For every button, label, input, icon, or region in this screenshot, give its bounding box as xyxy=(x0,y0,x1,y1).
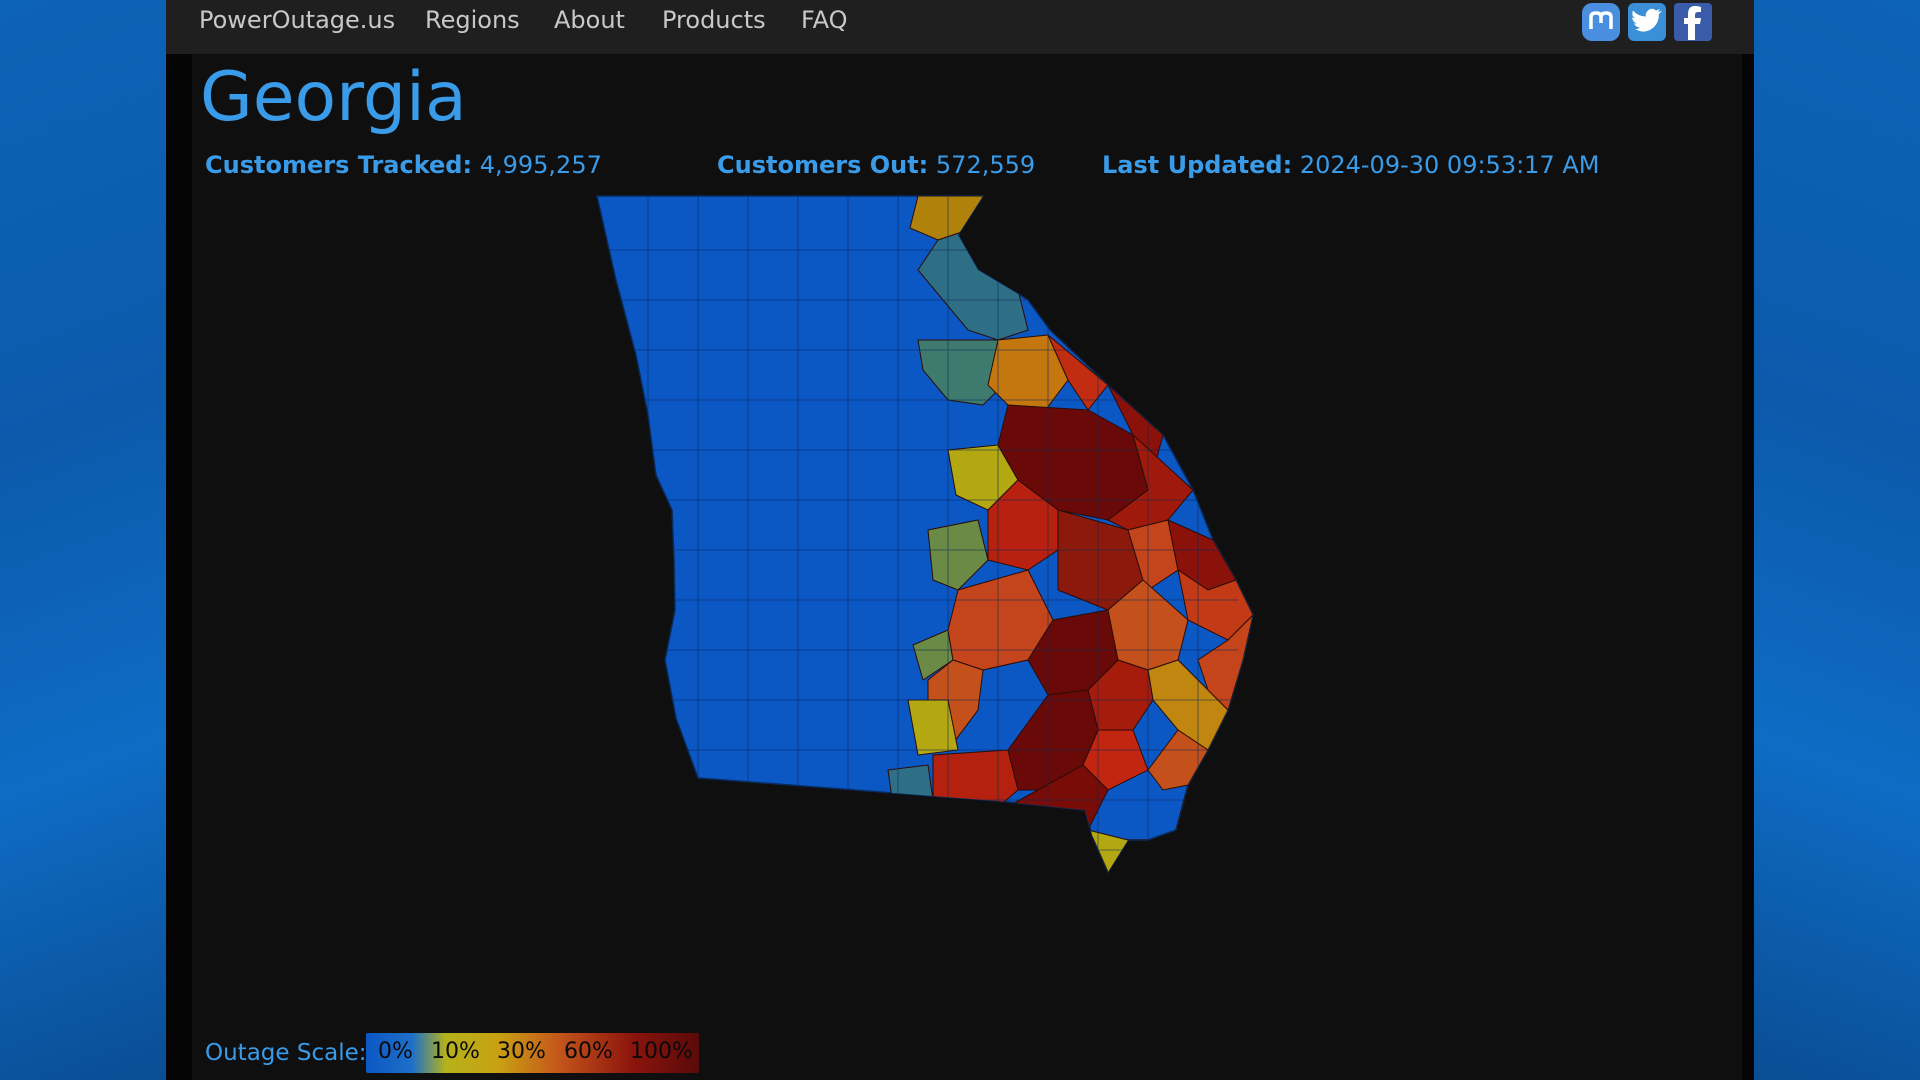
stat-updated-value: 2024-09-30 09:53:17 AM xyxy=(1299,151,1600,179)
stat-tracked-label: Customers Tracked: xyxy=(205,151,473,179)
stat-out: Customers Out: 572,559 xyxy=(717,151,1035,179)
nav-products[interactable]: Products xyxy=(662,6,766,34)
scale-tick: 100% xyxy=(630,1039,693,1064)
scale-tick: 10% xyxy=(431,1039,480,1064)
navbar: PowerOutage.us Regions About Products FA… xyxy=(166,0,1754,54)
stat-out-label: Customers Out: xyxy=(717,151,929,179)
right-bar xyxy=(1742,54,1754,1080)
stat-tracked-value: 4,995,257 xyxy=(479,151,602,179)
stat-tracked: Customers Tracked: 4,995,257 xyxy=(205,151,602,179)
nav-faq[interactable]: FAQ xyxy=(801,6,848,34)
facebook-icon[interactable] xyxy=(1673,2,1713,42)
stat-out-value: 572,559 xyxy=(935,151,1036,179)
scale-label: Outage Scale: xyxy=(205,1040,367,1066)
background-panel-right xyxy=(1754,0,1920,1080)
outage-scale-bar: 0% 10% 30% 60% 100% xyxy=(366,1033,699,1073)
mastodon-icon[interactable] xyxy=(1581,2,1621,42)
twitter-icon[interactable] xyxy=(1627,2,1667,42)
nav-about[interactable]: About xyxy=(554,6,625,34)
stat-updated-label: Last Updated: xyxy=(1102,151,1293,179)
background-panel-left xyxy=(0,0,166,1080)
scale-tick: 0% xyxy=(378,1039,413,1064)
stat-updated: Last Updated: 2024-09-30 09:53:17 AM xyxy=(1102,151,1599,179)
scale-tick: 60% xyxy=(564,1039,613,1064)
scale-tick: 30% xyxy=(497,1039,546,1064)
brand-link[interactable]: PowerOutage.us xyxy=(199,6,396,34)
page-frame: PowerOutage.us Regions About Products FA… xyxy=(166,0,1754,1080)
left-bar xyxy=(166,54,192,1080)
page-title: Georgia xyxy=(200,58,467,137)
nav-regions[interactable]: Regions xyxy=(425,6,520,34)
georgia-outage-map[interactable] xyxy=(588,190,1488,1030)
